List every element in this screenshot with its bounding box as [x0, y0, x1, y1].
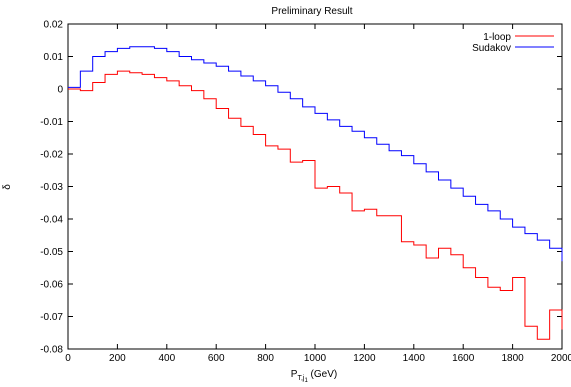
chart-title: Preliminary Result — [271, 6, 352, 17]
x-tick-label: 1000 — [304, 353, 327, 364]
y-tick-label: -0.03 — [40, 182, 63, 193]
x-tick-label: 200 — [109, 353, 126, 364]
axis-ticks: 0 200 400 600 800 1000 1200 1400 1600 1800 2000 -0.… — [40, 20, 571, 365]
series-sudakov-line — [68, 46, 563, 262]
y-tick-label: -0.01 — [40, 117, 63, 128]
legend: 1-loop Sudakov — [472, 32, 554, 54]
y-tick-label: -0.04 — [40, 215, 63, 226]
x-axis-label: PT,j1 (GeV) — [291, 369, 337, 384]
x-tick-label: 0 — [65, 353, 71, 364]
series-layer — [68, 46, 563, 340]
y-tick-label: -0.06 — [40, 280, 63, 291]
x-tick-label: 400 — [158, 353, 175, 364]
x-tick-label: 600 — [208, 353, 225, 364]
x-tick-label: 1200 — [353, 353, 376, 364]
y-tick-label: -0.07 — [40, 312, 63, 323]
y-tick-label: -0.02 — [40, 150, 63, 161]
legend-label-sudakov: Sudakov — [472, 43, 511, 54]
y-tick-label: -0.05 — [40, 247, 63, 258]
legend-label-1-loop: 1-loop — [483, 32, 511, 43]
y-axis-label: δ — [2, 184, 13, 190]
y-tick-label: 0.02 — [44, 20, 64, 31]
x-tick-label: 800 — [257, 353, 274, 364]
y-tick-label: 0 — [57, 85, 63, 96]
y-tick-label: 0.01 — [44, 52, 64, 63]
x-tick-label: 2000 — [551, 353, 571, 364]
x-tick-label: 1400 — [403, 353, 426, 364]
series-1-loop-line — [68, 70, 563, 340]
x-tick-label: 1600 — [452, 353, 475, 364]
x-tick-label: 1800 — [501, 353, 524, 364]
y-tick-label: -0.08 — [40, 345, 63, 356]
